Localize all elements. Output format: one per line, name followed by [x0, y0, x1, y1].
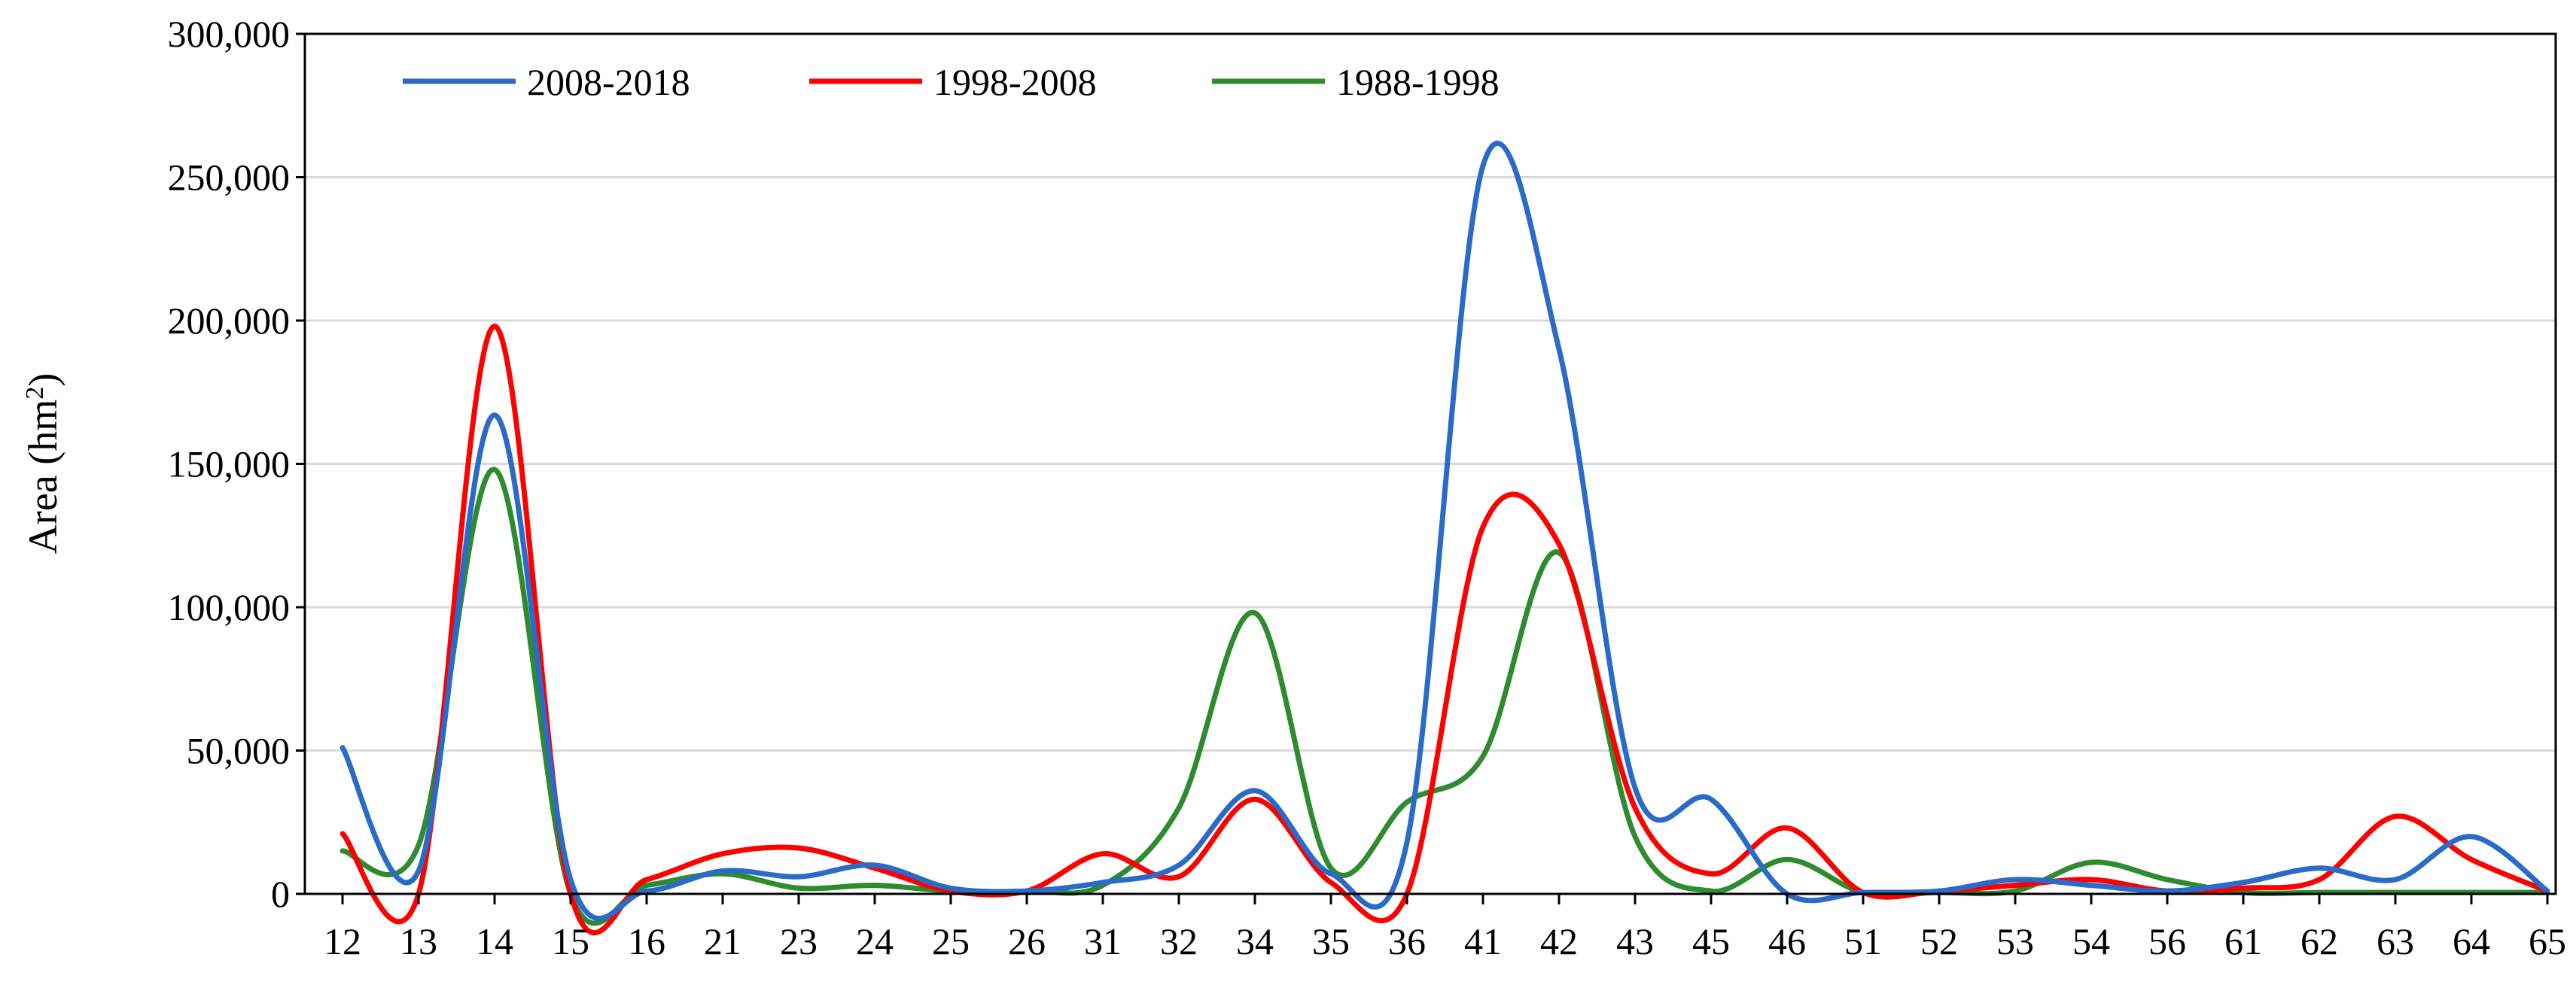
- x-tick-label: 12: [324, 920, 361, 962]
- legend-label-1988-1998: 1988-1998: [1336, 61, 1500, 103]
- series-line-2008-2018: [340, 141, 2550, 922]
- gridlines: [305, 176, 2556, 752]
- x-tick-label: 41: [1464, 920, 1502, 962]
- x-tick-label: 56: [2148, 920, 2186, 962]
- y-tick-label: 100,000: [168, 586, 291, 628]
- y-tick-label: 0: [271, 873, 290, 915]
- y-tick-label: 50,000: [187, 730, 291, 772]
- x-tick-label: 62: [2300, 920, 2338, 962]
- x-axis-ticks: 12 13 14 15 16 21 23 24 25 26 31 32 34 35 36 41 42 43 45 46…: [324, 894, 2566, 962]
- x-tick-label: 34: [1236, 920, 1274, 962]
- x-tick-label: 46: [1768, 920, 1806, 962]
- x-tick-label: 21: [704, 920, 741, 962]
- x-tick-label: 14: [476, 920, 513, 962]
- x-tick-label: 35: [1312, 920, 1350, 962]
- x-tick-label: 53: [1996, 920, 2034, 962]
- y-tick-label: 250,000: [168, 157, 291, 199]
- x-tick-label: 26: [1008, 920, 1046, 962]
- x-tick-label: 13: [400, 920, 437, 962]
- legend: 2008-2018 1998-2008 1988-1998: [403, 61, 1500, 103]
- y-axis-title-close: ): [20, 373, 65, 387]
- series-line-1998-2008: [340, 324, 2550, 936]
- x-tick-label: 24: [856, 920, 894, 962]
- x-tick-label: 51: [1844, 920, 1882, 962]
- series-line-1988-1998: [340, 467, 2550, 926]
- x-tick-label: 32: [1160, 920, 1198, 962]
- x-tick-label: 52: [1920, 920, 1958, 962]
- y-axis-ticks: 0 50,000 100,000 150,000 200,000 250,000 300,0…: [168, 13, 305, 915]
- series-lines: [340, 141, 2550, 936]
- x-tick-label: 23: [780, 920, 818, 962]
- x-tick-label: 15: [552, 920, 589, 962]
- x-tick-label: 65: [2529, 920, 2566, 962]
- x-tick-label: 64: [2453, 920, 2490, 962]
- x-tick-label: 63: [2377, 920, 2414, 962]
- y-tick-label: 150,000: [168, 443, 291, 485]
- x-tick-label: 42: [1540, 920, 1578, 962]
- legend-label-2008-2018: 2008-2018: [527, 61, 690, 103]
- y-axis-title-superscript: 2: [21, 387, 49, 400]
- y-axis-title: Area (hm2): [20, 373, 65, 554]
- x-tick-label: 45: [1692, 920, 1730, 962]
- y-tick-label: 200,000: [168, 299, 291, 342]
- y-axis-title-text: Area (hm: [20, 400, 65, 554]
- legend-label-1998-2008: 1998-2008: [933, 61, 1097, 103]
- x-tick-label: 43: [1616, 920, 1654, 962]
- x-tick-label: 54: [2072, 920, 2110, 962]
- x-tick-label: 25: [932, 920, 970, 962]
- y-tick-label: 300,000: [168, 13, 291, 55]
- x-tick-label: 16: [628, 920, 665, 962]
- x-tick-label: 31: [1084, 920, 1122, 962]
- x-tick-label: 36: [1388, 920, 1426, 962]
- x-tick-label: 61: [2224, 920, 2262, 962]
